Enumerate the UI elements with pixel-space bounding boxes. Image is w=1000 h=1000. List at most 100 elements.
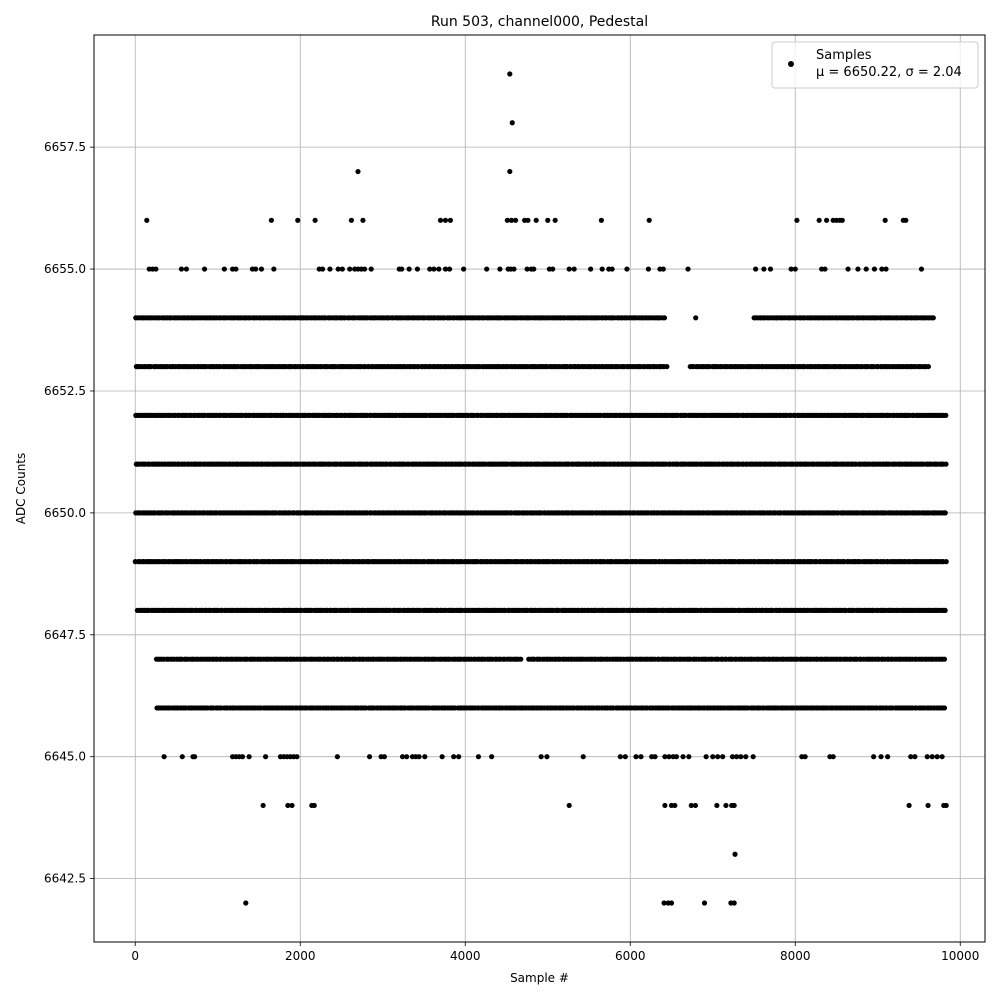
data-point (761, 266, 767, 272)
data-point (788, 266, 794, 272)
data-point (830, 754, 836, 760)
x-tick-label: 6000 (615, 949, 646, 963)
data-point (943, 412, 949, 418)
data-point (732, 851, 738, 857)
data-point (666, 754, 672, 760)
data-point (447, 217, 453, 223)
data-point (743, 754, 749, 760)
data-point (662, 754, 668, 760)
data-point (731, 802, 737, 809)
data-point (319, 266, 326, 272)
y-tick-label: 6645.0 (44, 750, 86, 764)
plot-frame (93, 34, 986, 943)
data-point (863, 266, 869, 272)
data-point (750, 754, 756, 760)
data-point (879, 266, 885, 272)
chart-title: Run 503, channel000, Pedestal (431, 14, 648, 30)
data-point (688, 802, 694, 809)
data-point (239, 754, 246, 760)
data-point (545, 217, 551, 223)
data-point (686, 754, 692, 760)
data-point (507, 71, 513, 77)
data-point (646, 217, 652, 223)
data-point (871, 266, 878, 272)
data-point (839, 217, 845, 223)
data-point (550, 266, 556, 272)
data-point (552, 217, 558, 223)
data-point (416, 754, 422, 760)
data-point (246, 754, 252, 760)
data-point (566, 266, 572, 272)
y-tick-label: 6642.5 (44, 872, 86, 886)
data-point (871, 754, 877, 760)
data-point (580, 754, 586, 760)
data-point (295, 217, 301, 223)
data-point (406, 266, 412, 272)
data-point (533, 217, 539, 223)
data-point (720, 754, 726, 760)
data-point (512, 217, 519, 223)
y-axis-label: ADC Counts (14, 453, 28, 525)
data-point (263, 754, 269, 760)
legend-series-label: Samples (816, 48, 872, 63)
data-point (617, 754, 623, 760)
data-point (484, 266, 490, 272)
data-point (598, 217, 604, 223)
data-point (645, 266, 652, 272)
y-tick-label: 6657.5 (44, 140, 86, 154)
data-point (183, 266, 189, 272)
data-point (446, 266, 453, 272)
data-point (399, 754, 406, 760)
data-point (179, 754, 185, 760)
data-point (729, 754, 736, 760)
data-point (294, 754, 300, 760)
data-point (908, 754, 914, 760)
data-point (685, 266, 691, 272)
data-point (925, 363, 932, 370)
data-point (855, 266, 861, 272)
data-point (334, 754, 340, 760)
data-point (794, 217, 800, 223)
data-point (668, 900, 675, 906)
grid-lines (94, 35, 985, 942)
data-point (929, 754, 935, 760)
data-point (673, 754, 680, 760)
data-point (767, 266, 774, 272)
data-point (731, 900, 737, 906)
data-point (845, 266, 851, 272)
x-tick-label: 4000 (450, 949, 481, 963)
data-point (285, 802, 291, 809)
x-tick-label: 10000 (941, 949, 979, 963)
data-point (664, 363, 670, 370)
data-point (221, 266, 227, 272)
data-point (258, 266, 265, 272)
data-point (715, 754, 721, 760)
data-point (544, 754, 550, 760)
data-point (943, 559, 949, 565)
data-point (925, 802, 931, 809)
data-point (414, 266, 420, 272)
data-point (942, 510, 948, 516)
data-point (475, 754, 482, 760)
data-point (924, 754, 930, 760)
data-point (538, 754, 544, 760)
data-point (566, 802, 572, 809)
data-point (461, 266, 467, 272)
data-point (442, 266, 449, 272)
data-point (339, 266, 345, 272)
data-point (734, 754, 740, 760)
legend: Samples μ = 6650.22, σ = 2.04 (771, 41, 979, 89)
legend-stats-label: μ = 6650.22, σ = 2.04 (816, 65, 962, 80)
legend-marker (788, 61, 794, 67)
data-point (571, 266, 577, 272)
data-point (693, 315, 699, 321)
data-point (178, 266, 185, 272)
data-point (710, 754, 716, 760)
data-point (524, 266, 530, 272)
data-point (268, 217, 274, 223)
data-point (311, 802, 317, 809)
data-point (355, 168, 361, 175)
data-point (918, 266, 925, 272)
y-tick-label: 6650.0 (44, 506, 86, 520)
